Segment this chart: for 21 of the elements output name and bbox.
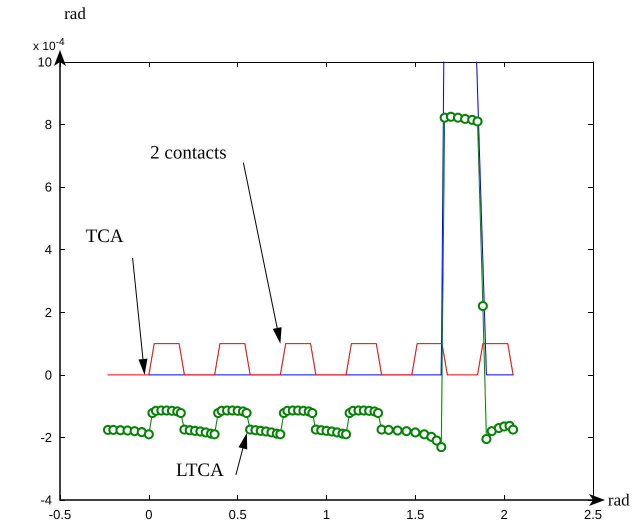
x-tick-label: -0.5 [48, 507, 72, 522]
text: x 10$^{-4}$ [33, 36, 66, 53]
x-tick-label: 2.5 [584, 507, 602, 522]
y-tick-label: -2 [40, 430, 52, 445]
y-tick-label: 4 [44, 242, 52, 258]
y-tick-label: 6 [44, 180, 52, 195]
x-tick-label: 0 [145, 507, 152, 522]
annotation: TCA [86, 226, 124, 248]
annotation: LTCA [176, 460, 224, 482]
y-tick-label: 2 [44, 304, 52, 320]
annotation: 2 contacts [150, 143, 227, 164]
x-axis-title: rad [608, 490, 630, 510]
x-tick-label: 2 [500, 507, 508, 522]
y-axis-title: rad [64, 4, 86, 23]
y-tick-label: 10 [38, 54, 52, 70]
y-tick-label: -4 [40, 492, 52, 508]
x-tick-label: 1.5 [406, 507, 424, 522]
x-tick-label: 1 [322, 507, 330, 522]
y-tick-label: 0 [44, 367, 52, 382]
x-tick-label: 0.5 [228, 507, 247, 522]
y-tick-label: 8 [44, 117, 52, 132]
